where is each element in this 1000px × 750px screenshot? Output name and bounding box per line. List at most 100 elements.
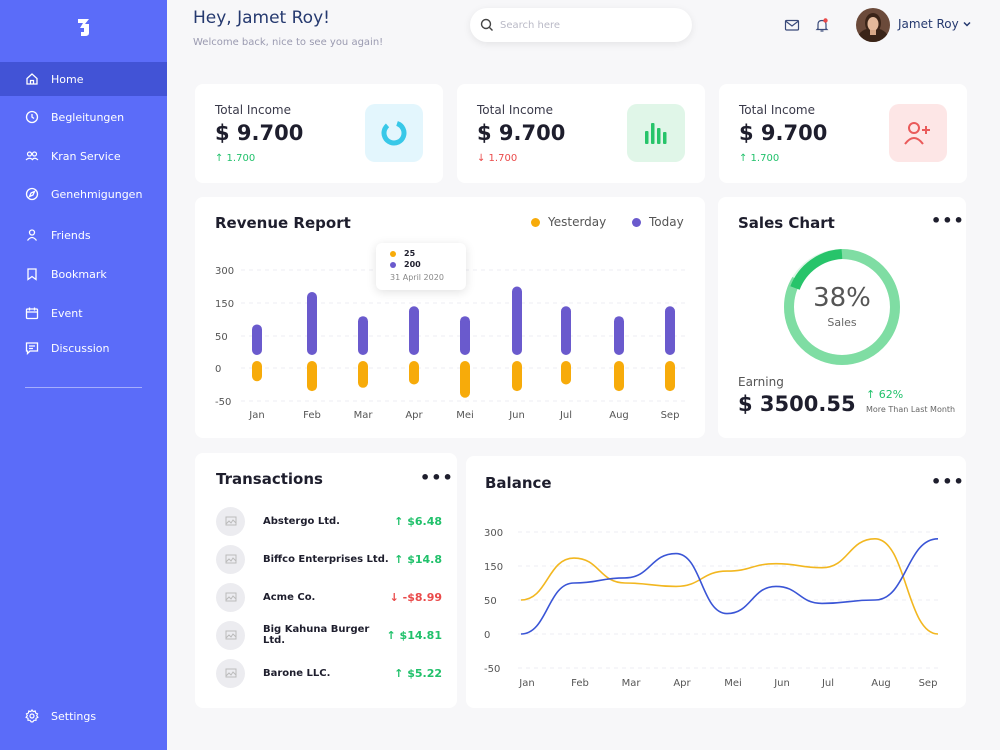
sidebar-item-label: Friends bbox=[51, 228, 91, 242]
x-tick-label: Mar bbox=[354, 410, 374, 421]
bar-today[interactable] bbox=[460, 316, 470, 355]
y-tick-label: -50 bbox=[215, 397, 231, 408]
sidebar-item-label: Event bbox=[51, 306, 83, 320]
earning-growth-note: More Than Last Month bbox=[866, 405, 956, 414]
bar-today[interactable] bbox=[307, 292, 317, 355]
sidebar-item-home[interactable]: Home bbox=[0, 62, 167, 96]
balance-chart: 300 150 50 0 -50 Jan Feb Mar Apr Mei Jun Jul Aug Sep bbox=[484, 528, 939, 689]
x-tick-label: Mei bbox=[724, 678, 742, 689]
app-logo-icon[interactable] bbox=[72, 15, 96, 39]
bar-yesterday[interactable] bbox=[409, 361, 419, 385]
y-tick-label: 150 bbox=[484, 562, 503, 573]
users-icon bbox=[25, 149, 39, 163]
tooltip-swatch bbox=[390, 261, 396, 268]
transaction-amount: ↑ $14.8 bbox=[394, 552, 442, 566]
x-tick-label: Apr bbox=[405, 410, 423, 421]
image-placeholder-icon bbox=[216, 620, 245, 650]
y-tick-label: 150 bbox=[215, 299, 234, 310]
avatar[interactable] bbox=[856, 8, 890, 42]
bar-today[interactable] bbox=[409, 306, 419, 355]
bar-yesterday[interactable] bbox=[512, 361, 522, 392]
transaction-row[interactable]: Biffco Enterprises Ltd. ↑ $14.8 bbox=[216, 544, 442, 574]
add-user-icon bbox=[889, 104, 947, 162]
legend-label: Yesterday bbox=[548, 215, 607, 229]
bar-today[interactable] bbox=[561, 306, 571, 355]
bar-yesterday[interactable] bbox=[460, 361, 470, 398]
x-tick-label: Feb bbox=[571, 678, 589, 689]
bar-today[interactable] bbox=[614, 316, 624, 355]
balance-title: Balance bbox=[485, 474, 552, 492]
bar-yesterday[interactable] bbox=[561, 361, 571, 385]
sidebar-item-settings[interactable]: Settings bbox=[0, 700, 167, 732]
x-tick-label: Mei bbox=[456, 410, 474, 421]
stat-label: Total Income bbox=[477, 103, 553, 117]
stat-card-2: Total Income $ 9.700 ↓ 1.700 bbox=[457, 84, 705, 183]
sidebar-item-event[interactable]: Event bbox=[0, 296, 167, 330]
sales-donut bbox=[784, 249, 900, 365]
transactions-title: Transactions bbox=[216, 470, 323, 488]
search-bar[interactable] bbox=[470, 8, 692, 42]
more-options-icon[interactable]: ••• bbox=[931, 211, 965, 230]
more-options-icon[interactable]: ••• bbox=[931, 472, 965, 491]
bar-yesterday[interactable] bbox=[614, 361, 624, 392]
sidebar-item-label: Begleitungen bbox=[51, 110, 125, 124]
bar-yesterday[interactable] bbox=[252, 361, 262, 382]
stat-label: Total Income bbox=[739, 103, 815, 117]
y-tick-label: -50 bbox=[484, 664, 500, 675]
transaction-row[interactable]: Big Kahuna Burger Ltd. ↑ $14.81 bbox=[216, 620, 442, 650]
bar-yesterday[interactable] bbox=[307, 361, 317, 392]
more-options-icon[interactable]: ••• bbox=[420, 468, 454, 487]
sidebar-item-label: Home bbox=[51, 72, 84, 86]
image-placeholder-icon bbox=[216, 544, 245, 574]
sidebar-item-genehmigungen[interactable]: Genehmigungen bbox=[0, 177, 167, 211]
search-input[interactable] bbox=[500, 19, 670, 31]
x-tick-label: Sep bbox=[661, 410, 680, 421]
bar-today[interactable] bbox=[358, 316, 368, 355]
image-placeholder-icon bbox=[216, 506, 245, 536]
stat-value: $ 9.700 bbox=[477, 121, 566, 145]
chat-icon bbox=[25, 341, 39, 355]
transaction-row[interactable]: Barone LLC. ↑ $5.22 bbox=[216, 658, 442, 688]
stat-card-3: Total Income $ 9.700 ↑ 1.700 bbox=[719, 84, 967, 183]
sidebar-item-friends[interactable]: Friends bbox=[0, 218, 167, 252]
bell-icon[interactable] bbox=[814, 17, 830, 33]
transaction-name: Acme Co. bbox=[263, 591, 316, 603]
tooltip-value: 200 bbox=[404, 260, 421, 269]
sidebar-divider bbox=[25, 387, 142, 388]
transaction-amount: ↓ -$8.99 bbox=[389, 590, 442, 604]
transaction-row[interactable]: Acme Co. ↓ -$8.99 bbox=[216, 582, 442, 612]
calendar-icon bbox=[25, 306, 39, 320]
tooltip-date: 31 April 2020 bbox=[390, 273, 444, 282]
sidebar: Home Begleitungen Kran Service Genehmigu… bbox=[0, 0, 167, 750]
bar-today[interactable] bbox=[252, 324, 262, 355]
sidebar-item-label: Bookmark bbox=[51, 267, 107, 281]
legend-swatch bbox=[531, 217, 540, 227]
legend-label: Today bbox=[649, 215, 684, 229]
x-tick-label: Mar bbox=[622, 678, 642, 689]
compass-icon bbox=[25, 187, 39, 201]
sidebar-item-discussion[interactable]: Discussion bbox=[0, 331, 167, 365]
tooltip-value: 25 bbox=[404, 249, 416, 258]
revenue-tooltip: 25 200 31 April 2020 bbox=[376, 243, 466, 290]
sidebar-item-begleitungen[interactable]: Begleitungen bbox=[0, 100, 167, 134]
x-tick-label: Apr bbox=[673, 678, 691, 689]
y-tick-label: 300 bbox=[215, 266, 234, 277]
sales-percent: 38% bbox=[813, 283, 871, 313]
bar-yesterday[interactable] bbox=[358, 361, 368, 388]
sidebar-item-kran-service[interactable]: Kran Service bbox=[0, 139, 167, 173]
x-tick-label: Aug bbox=[871, 678, 891, 689]
user-icon bbox=[25, 228, 39, 242]
bar-today[interactable] bbox=[512, 286, 522, 356]
bar-today[interactable] bbox=[665, 306, 675, 355]
balance-series-line bbox=[520, 537, 939, 635]
sidebar-item-bookmark[interactable]: Bookmark bbox=[0, 257, 167, 291]
transaction-amount: ↑ $14.81 bbox=[386, 628, 443, 642]
stat-value: $ 9.700 bbox=[739, 121, 828, 145]
legend-swatch bbox=[632, 217, 641, 227]
bookmark-icon bbox=[25, 267, 39, 281]
stat-change: ↑ 1.700 bbox=[215, 153, 256, 164]
user-menu[interactable]: Jamet Roy bbox=[898, 17, 972, 31]
transaction-row[interactable]: Abstergo Ltd. ↑ $6.48 bbox=[216, 506, 442, 536]
bar-yesterday[interactable] bbox=[665, 361, 675, 392]
mail-icon[interactable] bbox=[784, 17, 800, 33]
